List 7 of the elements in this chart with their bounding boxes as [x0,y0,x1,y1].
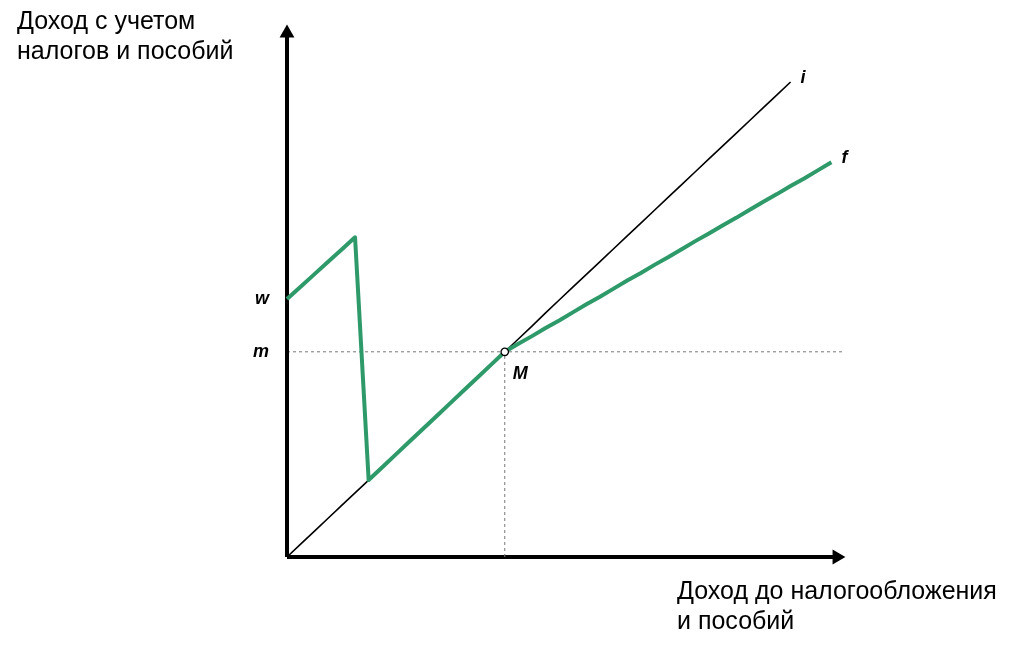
series-label: i [800,67,807,87]
series-label: f [841,147,850,168]
text: w [254,288,270,309]
x-axis-title: Доход до налогообложения и пособий [677,576,997,634]
y-axis-title: Доход с учетом налогов и пособий [17,6,234,64]
annotation: M [512,362,529,383]
ref-line-label: m [252,340,269,361]
